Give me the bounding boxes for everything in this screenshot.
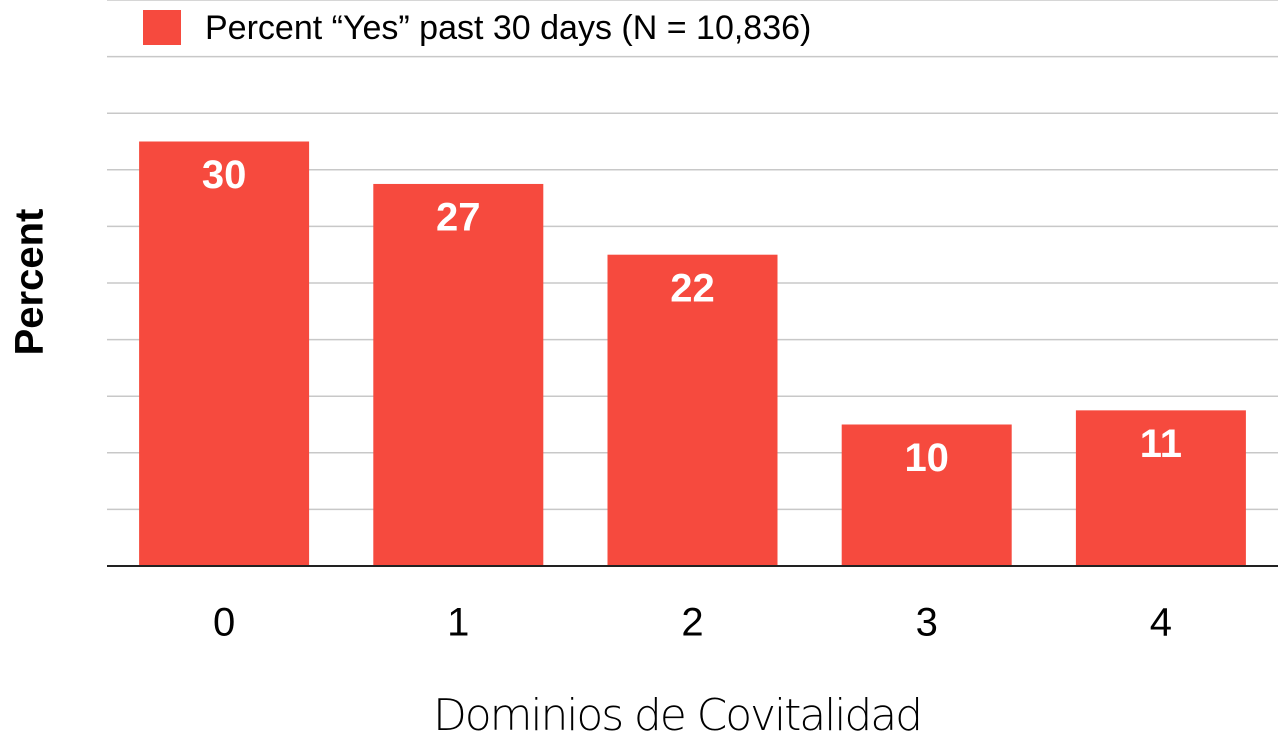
y-axis-title: Percent [8,209,52,356]
x-tick-label: 1 [447,601,469,645]
bar [1075,410,1246,566]
legend-swatch [143,10,181,45]
x-tick-label: 4 [1150,601,1172,645]
bar [841,424,1012,566]
legend-label: Percent “Yes” past 30 days (N = 10,836) [205,9,811,47]
data-label: 10 [904,436,949,480]
bar [139,141,310,566]
x-tick-label: 3 [916,601,938,645]
data-label: 11 [1140,422,1182,466]
data-label: 27 [436,196,481,240]
x-axis-title: Dominios de Covitalidad [433,690,923,741]
legend-background [130,2,930,52]
x-tick-label: 0 [213,601,235,645]
bar [373,183,544,566]
bar [607,254,778,566]
data-label: 30 [202,153,247,197]
x-tick-label: 2 [681,601,703,645]
data-label: 22 [670,266,715,310]
